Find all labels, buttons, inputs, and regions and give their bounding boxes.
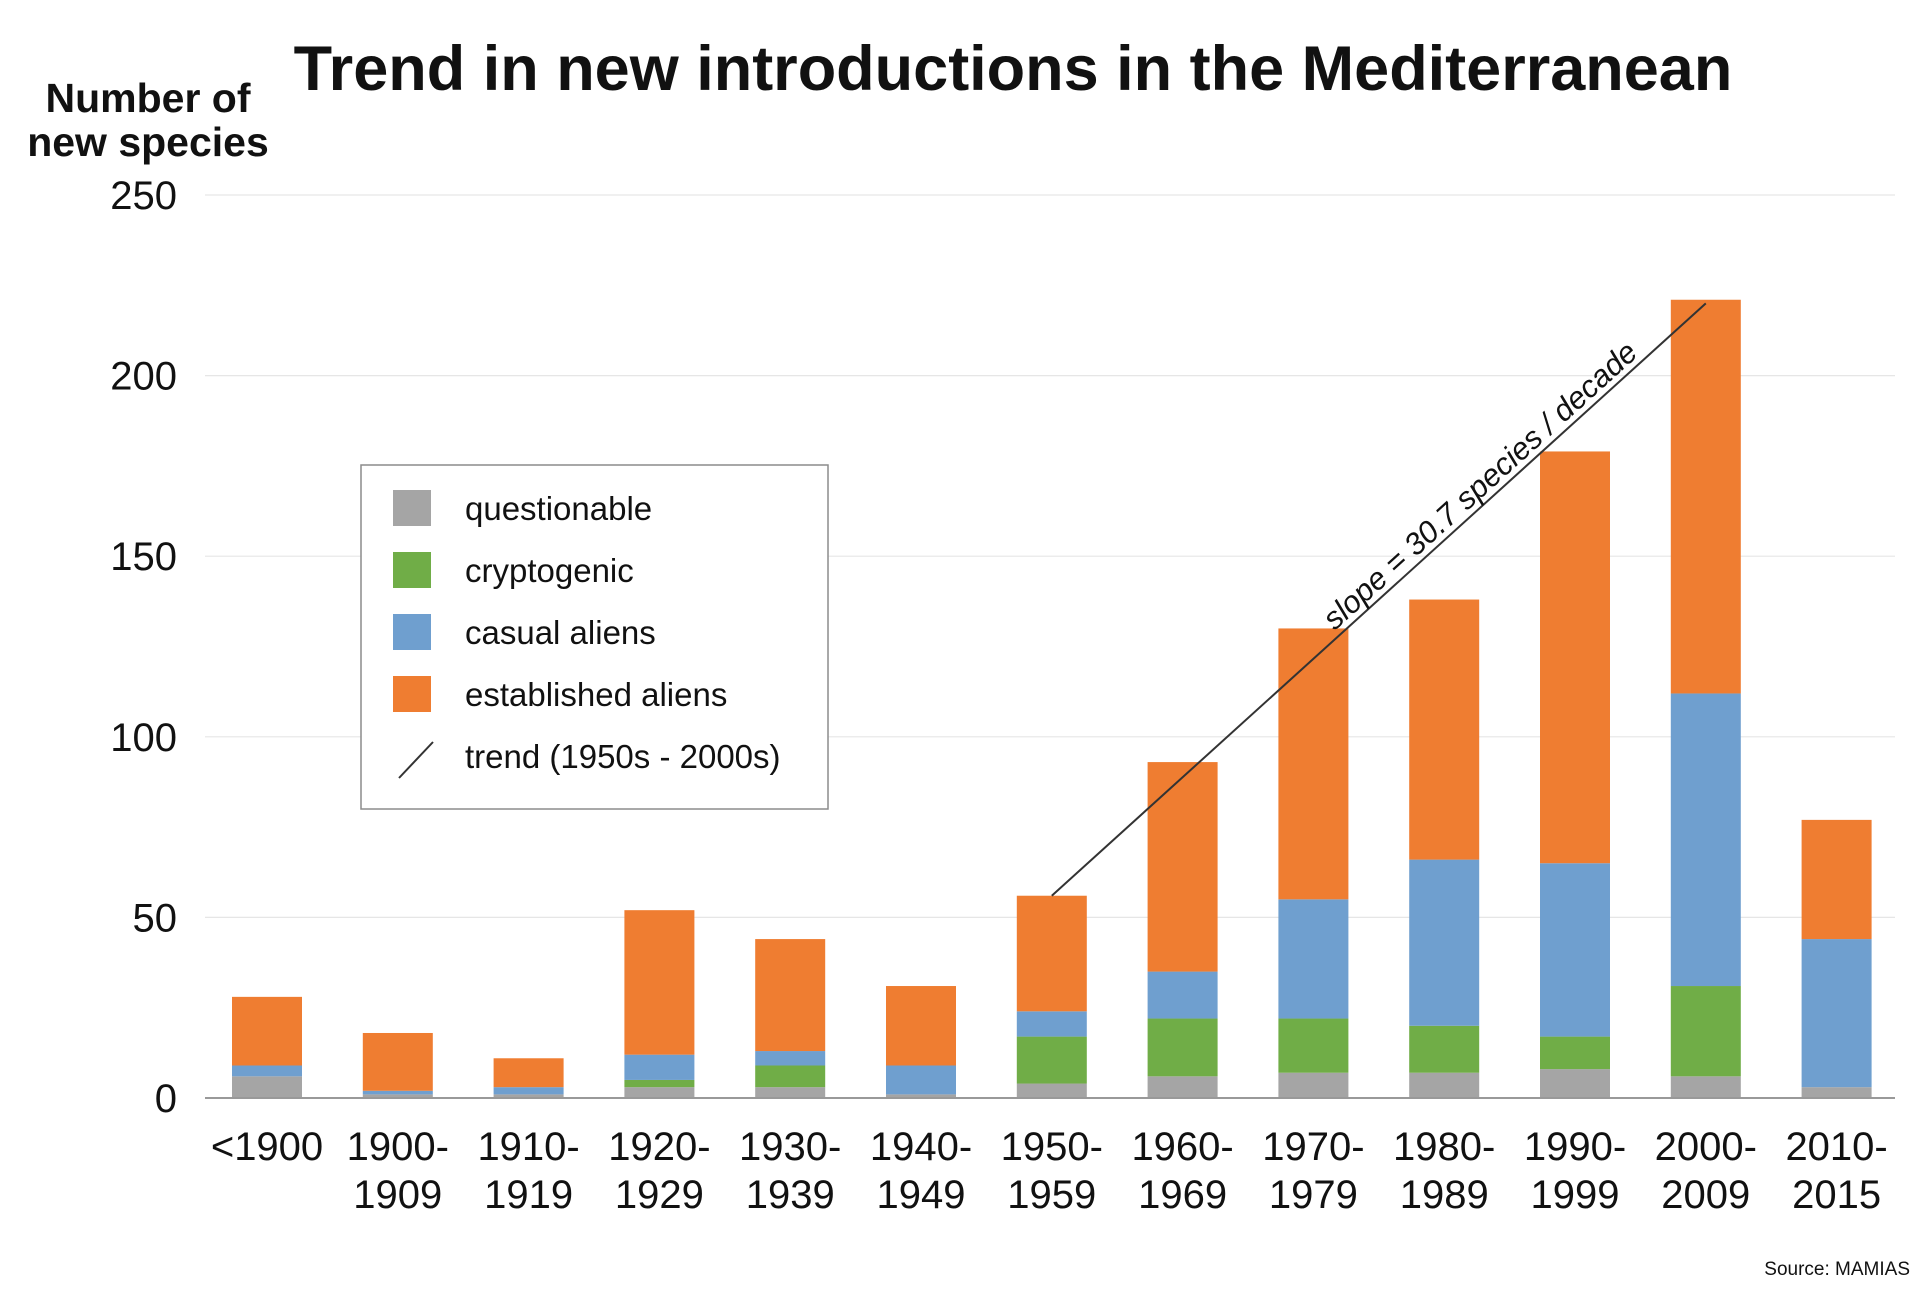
y-axis-label-line-2: new species <box>27 119 269 165</box>
bar-segment <box>1147 971 1218 1019</box>
bar-segment <box>1147 1076 1218 1098</box>
bar-segment <box>886 986 956 1066</box>
bar-segment <box>362 1032 433 1091</box>
x-tick-label: 2000- <box>1655 1125 1757 1169</box>
bar-segment <box>493 1094 564 1098</box>
bar-segment <box>1278 628 1349 900</box>
bar-segment <box>232 996 302 1066</box>
bar-segment <box>1540 451 1610 864</box>
bar-segment <box>1147 1018 1218 1077</box>
legend-label: questionable <box>465 490 652 527</box>
bar-segment <box>1409 859 1480 1026</box>
y-tick-label: 200 <box>110 355 177 399</box>
bar-segment <box>624 1054 695 1080</box>
bar-segment <box>886 1065 956 1095</box>
x-tick-label: 1960- <box>1131 1125 1233 1169</box>
bar-segment <box>755 1065 826 1088</box>
bar-segment <box>755 1087 826 1098</box>
y-axis-ticks: 0 50 100 150 200 250 <box>110 174 177 1121</box>
y-tick-label: 100 <box>110 716 177 760</box>
bar-segment <box>1016 1011 1087 1037</box>
bar-segment <box>1540 1036 1610 1070</box>
bar-segment <box>1016 1036 1087 1084</box>
legend-label: cryptogenic <box>465 552 634 589</box>
x-axis-ticks: <1900 1900-1909 1910-1919 1920-1929 1930-193… <box>211 1125 1888 1217</box>
bar-segment <box>1801 819 1872 940</box>
x-tick-label: 1929 <box>615 1173 704 1217</box>
x-tick-label: 1940- <box>870 1125 972 1169</box>
legend-label: established aliens <box>465 676 727 713</box>
bar-segment <box>493 1058 564 1088</box>
x-tick-label: 1990- <box>1524 1125 1626 1169</box>
source-note: Source: MAMIAS <box>1764 1259 1910 1280</box>
legend-frame <box>360 464 829 810</box>
x-tick-label: 1919 <box>484 1173 573 1217</box>
y-axis-label-line-1: Number of <box>46 75 251 121</box>
bar-segment <box>1278 1018 1349 1073</box>
bar-segment <box>1409 1072 1480 1098</box>
bar-segment <box>755 1051 826 1066</box>
bar-segment <box>1147 762 1218 972</box>
bar-segment <box>1801 939 1872 1088</box>
bar-segment <box>624 1087 695 1098</box>
bar-segment <box>1540 863 1610 1037</box>
legend-label: casual aliens <box>465 614 656 651</box>
bar-segment <box>755 939 826 1052</box>
trend-line <box>1051 302 1707 897</box>
bar-segment <box>624 910 695 1055</box>
x-tick-label: 1909 <box>353 1173 442 1217</box>
x-tick-label: 1970- <box>1262 1125 1364 1169</box>
bar-segment <box>1670 986 1741 1077</box>
y-tick-label: 150 <box>110 535 177 579</box>
legend-swatch <box>393 676 431 712</box>
chart-title: Trend in new introductions in the Medite… <box>294 34 1733 104</box>
bar-segment <box>624 1079 695 1088</box>
bar-segment <box>1016 895 1087 1012</box>
bar-segment <box>1670 693 1741 987</box>
bar-segment <box>232 1065 302 1077</box>
legend-label: trend (1950s - 2000s) <box>465 738 781 775</box>
bar-segment <box>1670 1076 1741 1098</box>
legend-trend-swatch <box>398 741 434 779</box>
bar-segment <box>1278 1072 1349 1098</box>
x-tick-label: 1959 <box>1007 1173 1096 1217</box>
bar-segment <box>1278 899 1349 1019</box>
x-tick-label: 2015 <box>1792 1173 1881 1217</box>
x-tick-label: 1979 <box>1269 1173 1358 1217</box>
x-tick-label: 1910- <box>477 1125 579 1169</box>
x-tick-label: 1900- <box>347 1125 449 1169</box>
x-tick-label: 1980- <box>1393 1125 1495 1169</box>
bar-segment <box>1801 1087 1872 1098</box>
bar-segment <box>1409 1025 1480 1073</box>
x-tick-label: 1949 <box>877 1173 966 1217</box>
bar-segment <box>886 1094 956 1098</box>
bars <box>232 299 1872 1098</box>
bar-segment <box>1016 1083 1087 1098</box>
x-tick-label: 1930- <box>739 1125 841 1169</box>
legend-swatch <box>393 490 431 526</box>
bar-segment <box>232 1076 302 1098</box>
x-tick-label: 2010- <box>1785 1125 1887 1169</box>
x-tick-label: <1900 <box>211 1125 323 1169</box>
bar-segment <box>1540 1069 1610 1098</box>
x-tick-label: 1920- <box>608 1125 710 1169</box>
x-tick-label: 1999 <box>1531 1173 1620 1217</box>
bar-segment <box>362 1094 433 1098</box>
x-tick-label: 1989 <box>1400 1173 1489 1217</box>
y-tick-label: 50 <box>133 896 178 940</box>
x-tick-label: 2009 <box>1661 1173 1750 1217</box>
bar-segment <box>1670 299 1741 694</box>
bar-segment <box>493 1087 564 1095</box>
y-tick-label: 0 <box>155 1077 177 1121</box>
legend-swatch <box>393 552 431 588</box>
y-tick-label: 250 <box>110 174 177 218</box>
x-tick-label: 1969 <box>1138 1173 1227 1217</box>
legend: questionable cryptogenic casual aliens esta… <box>360 464 829 810</box>
bar-segment <box>362 1090 433 1095</box>
x-tick-label: 1939 <box>746 1173 835 1217</box>
legend-swatch <box>393 614 431 650</box>
x-tick-label: 1950- <box>1001 1125 1103 1169</box>
bar-segment <box>1409 599 1480 860</box>
